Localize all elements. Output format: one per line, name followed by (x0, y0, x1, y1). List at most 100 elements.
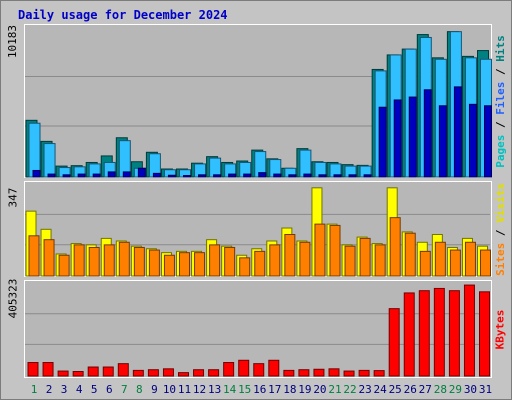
bar-kbytes-day-2 (42, 362, 54, 377)
bar-sites-day-21 (329, 224, 341, 277)
bar-kbytes-day-17 (268, 359, 280, 377)
bar-kbytes-day-16 (253, 363, 265, 377)
x-tick-label: 21 (328, 383, 341, 396)
bar-kbytes-day-26 (403, 292, 415, 377)
x-tick-label: 25 (389, 383, 402, 396)
bar-pages-day-16 (258, 172, 267, 178)
x-tick-label: 6 (106, 383, 113, 396)
x-tick-label: 3 (61, 383, 68, 396)
bar-sites-day-7 (118, 241, 130, 277)
bar-pages-day-8 (137, 167, 146, 178)
bar-pages-day-9 (152, 172, 161, 178)
x-tick-label: 16 (253, 383, 266, 396)
bar-sites-day-4 (73, 244, 85, 277)
bar-sites-day-20 (314, 223, 326, 277)
bar-pages-day-12 (198, 174, 207, 178)
x-tick-label: 7 (121, 383, 128, 396)
bar-kbytes-day-1 (27, 362, 39, 377)
bar-kbytes-day-28 (433, 287, 445, 377)
x-tick-label: 12 (193, 383, 206, 396)
bar-sites-day-8 (133, 246, 145, 277)
bar-sites-day-25 (389, 217, 401, 277)
bar-kbytes-day-13 (208, 369, 220, 377)
bar-kbytes-day-24 (373, 370, 385, 377)
bar-sites-day-1 (28, 235, 40, 277)
bar-kbytes-day-10 (162, 368, 174, 377)
x-tick-label: 26 (404, 383, 417, 396)
bar-sites-day-2 (43, 239, 55, 277)
bar-sites-day-9 (148, 249, 160, 277)
bar-sites-day-18 (284, 234, 296, 277)
bar-pages-day-20 (318, 174, 327, 178)
bar-sites-day-27 (419, 250, 431, 277)
bar-pages-day-21 (333, 174, 342, 178)
bar-pages-day-4 (77, 173, 86, 178)
bar-pages-day-13 (213, 174, 222, 178)
bar-pages-day-15 (243, 173, 252, 178)
bar-pages-day-7 (122, 171, 131, 178)
bar-pages-day-10 (167, 174, 176, 178)
x-tick-label: 9 (151, 383, 158, 396)
x-tick-label: 19 (298, 383, 311, 396)
bar-sites-day-15 (239, 257, 251, 277)
bar-sites-day-31 (480, 249, 491, 277)
bar-files-day-13 (209, 157, 222, 178)
bar-sites-day-13 (209, 244, 221, 277)
x-tick-label: 10 (163, 383, 176, 396)
bar-kbytes-day-3 (57, 370, 69, 377)
bar-kbytes-day-5 (87, 366, 99, 377)
bar-pages-day-27 (423, 89, 432, 178)
bar-sites-day-5 (88, 246, 100, 277)
bar-files-day-2 (43, 143, 56, 178)
x-tick-label: 29 (449, 383, 462, 396)
x-tick-label: 2 (46, 383, 53, 396)
bar-sites-day-11 (179, 252, 190, 277)
bar-sites-day-10 (163, 254, 175, 277)
bar-sites-day-29 (449, 249, 461, 277)
bar-pages-day-24 (378, 106, 387, 178)
x-tick-label: 22 (343, 383, 356, 396)
x-tick-label: 17 (268, 383, 281, 396)
bar-sites-day-17 (269, 244, 281, 277)
x-tick-label: 4 (76, 383, 83, 396)
x-tick-label: 18 (283, 383, 296, 396)
x-tick-label: 24 (374, 383, 388, 396)
bar-files-day-1 (28, 122, 41, 178)
x-tick-label: 20 (313, 383, 326, 396)
bar-pages-day-14 (228, 173, 237, 178)
bar-kbytes-day-25 (388, 308, 400, 377)
x-tick-label: 28 (434, 383, 447, 396)
x-tick-label: 27 (419, 383, 432, 396)
chart-title: Daily usage for December 2024 (18, 8, 228, 22)
bar-kbytes-day-22 (343, 370, 355, 377)
x-tick-label: 15 (238, 383, 251, 396)
bar-kbytes-day-18 (283, 369, 295, 377)
bar-kbytes-day-9 (147, 369, 159, 377)
bar-sites-day-16 (254, 250, 266, 277)
x-tick-label: 23 (358, 383, 371, 396)
bar-pages-day-5 (92, 173, 101, 178)
bar-sites-day-30 (464, 241, 476, 277)
x-tick-label: 30 (464, 383, 477, 396)
bar-pages-day-31 (484, 105, 492, 178)
x-tick-label: 13 (208, 383, 221, 396)
bar-pages-day-29 (453, 86, 462, 178)
bar-kbytes-day-19 (298, 369, 310, 377)
bar-pages-day-22 (348, 174, 357, 178)
bar-kbytes-day-6 (102, 366, 114, 377)
bar-sites-day-12 (194, 252, 206, 277)
bar-pages-day-17 (273, 173, 282, 178)
bar-kbytes-day-15 (238, 359, 250, 377)
bar-pages-day-26 (408, 96, 417, 178)
bar-sites-day-6 (103, 244, 115, 277)
bar-pages-day-2 (47, 173, 56, 178)
bar-kbytes-day-4 (72, 371, 84, 377)
bar-sites-day-26 (404, 232, 416, 277)
bar-sites-day-22 (344, 245, 356, 277)
bar-kbytes-day-20 (313, 368, 325, 377)
bar-files-day-19 (299, 149, 312, 178)
bar-kbytes-day-31 (479, 291, 490, 377)
bar-pages-day-11 (183, 175, 191, 178)
bar-sites-day-19 (299, 241, 311, 277)
